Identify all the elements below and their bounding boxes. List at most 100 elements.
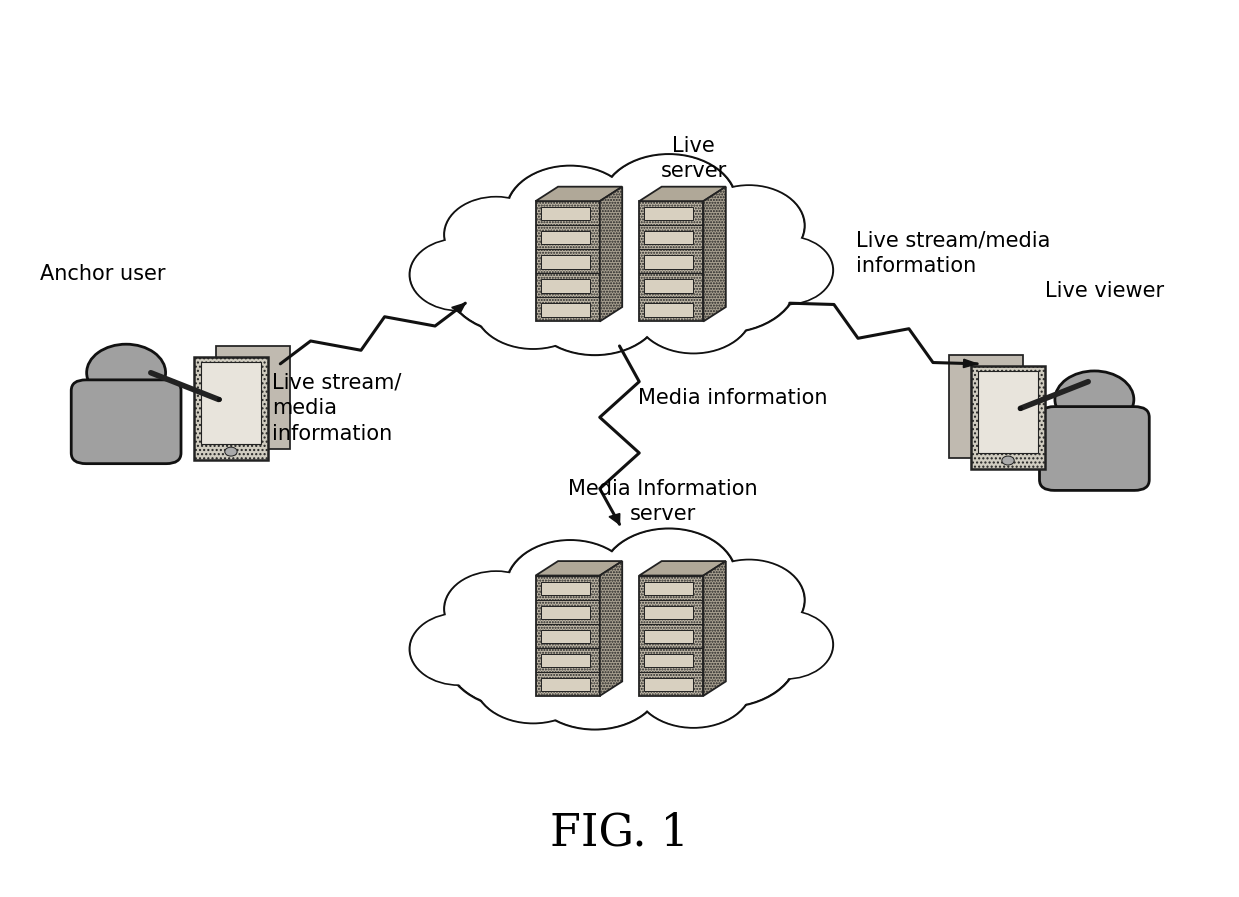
Circle shape (475, 638, 592, 723)
Circle shape (445, 197, 548, 272)
Circle shape (410, 614, 508, 684)
Circle shape (527, 631, 663, 729)
Circle shape (636, 643, 751, 727)
Polygon shape (639, 187, 726, 201)
Circle shape (653, 227, 797, 331)
Circle shape (445, 571, 548, 647)
Circle shape (741, 612, 831, 677)
Circle shape (603, 156, 735, 251)
Text: Media information: Media information (638, 388, 828, 408)
Circle shape (446, 225, 595, 333)
Circle shape (445, 598, 597, 709)
Polygon shape (540, 654, 590, 667)
Text: Live stream/media
information: Live stream/media information (856, 231, 1051, 275)
Polygon shape (540, 256, 590, 268)
Polygon shape (644, 207, 693, 221)
Polygon shape (971, 366, 1044, 468)
Circle shape (87, 344, 166, 401)
Polygon shape (644, 605, 693, 619)
Polygon shape (535, 576, 600, 696)
Circle shape (741, 238, 831, 303)
Circle shape (740, 236, 833, 304)
Text: Media Information
server: Media Information server (567, 480, 757, 524)
Polygon shape (540, 303, 590, 317)
Circle shape (694, 560, 804, 640)
Polygon shape (639, 576, 704, 696)
Polygon shape (540, 678, 590, 691)
Circle shape (446, 198, 546, 271)
Polygon shape (452, 303, 466, 313)
Polygon shape (644, 654, 693, 667)
Circle shape (446, 600, 595, 707)
Polygon shape (644, 630, 693, 643)
Polygon shape (639, 201, 704, 321)
Polygon shape (644, 581, 693, 595)
Polygon shape (979, 371, 1037, 452)
Polygon shape (535, 187, 622, 201)
Circle shape (601, 528, 737, 627)
Polygon shape (540, 581, 590, 595)
Circle shape (475, 263, 592, 349)
Polygon shape (610, 514, 620, 524)
Text: Live viewer: Live viewer (1044, 282, 1165, 301)
Circle shape (527, 257, 663, 355)
Circle shape (446, 572, 546, 645)
Text: FIG. 1: FIG. 1 (550, 811, 689, 854)
Circle shape (411, 614, 507, 684)
Polygon shape (964, 360, 978, 368)
Circle shape (508, 168, 632, 257)
Circle shape (636, 269, 751, 352)
Polygon shape (535, 201, 600, 321)
FancyBboxPatch shape (1040, 406, 1150, 491)
Circle shape (530, 566, 709, 696)
Text: Live stream/
media
information: Live stream/ media information (271, 373, 401, 444)
Circle shape (445, 224, 597, 335)
Circle shape (601, 154, 737, 252)
Circle shape (650, 600, 798, 707)
Polygon shape (540, 605, 590, 619)
Polygon shape (202, 362, 260, 444)
Circle shape (650, 226, 798, 333)
Circle shape (695, 187, 803, 265)
Circle shape (411, 240, 507, 309)
Polygon shape (540, 231, 590, 245)
Circle shape (410, 239, 508, 310)
Polygon shape (644, 303, 693, 317)
Polygon shape (644, 256, 693, 268)
Text: Live
server: Live server (660, 136, 726, 181)
Circle shape (695, 562, 803, 639)
Polygon shape (216, 346, 290, 448)
Circle shape (634, 642, 753, 727)
Polygon shape (540, 207, 590, 221)
Polygon shape (644, 231, 693, 245)
Polygon shape (704, 187, 726, 321)
Circle shape (476, 639, 591, 722)
FancyBboxPatch shape (71, 379, 181, 464)
Circle shape (1002, 456, 1015, 465)
Circle shape (476, 265, 591, 347)
Polygon shape (644, 678, 693, 691)
Polygon shape (949, 355, 1023, 457)
Circle shape (740, 611, 833, 678)
Polygon shape (535, 562, 622, 576)
Circle shape (1054, 371, 1134, 428)
Circle shape (527, 564, 712, 698)
Polygon shape (600, 562, 622, 696)
Circle shape (603, 530, 735, 625)
Circle shape (529, 632, 660, 727)
Circle shape (224, 448, 237, 456)
Polygon shape (540, 630, 590, 643)
Circle shape (530, 192, 709, 322)
Circle shape (653, 602, 797, 705)
Circle shape (694, 186, 804, 266)
Circle shape (529, 258, 660, 353)
Circle shape (634, 267, 753, 353)
Circle shape (506, 540, 634, 633)
Polygon shape (195, 357, 268, 459)
Polygon shape (644, 279, 693, 292)
Circle shape (508, 542, 632, 631)
Text: Anchor user: Anchor user (40, 264, 165, 283)
Polygon shape (540, 279, 590, 292)
Polygon shape (600, 187, 622, 321)
Circle shape (506, 166, 634, 258)
